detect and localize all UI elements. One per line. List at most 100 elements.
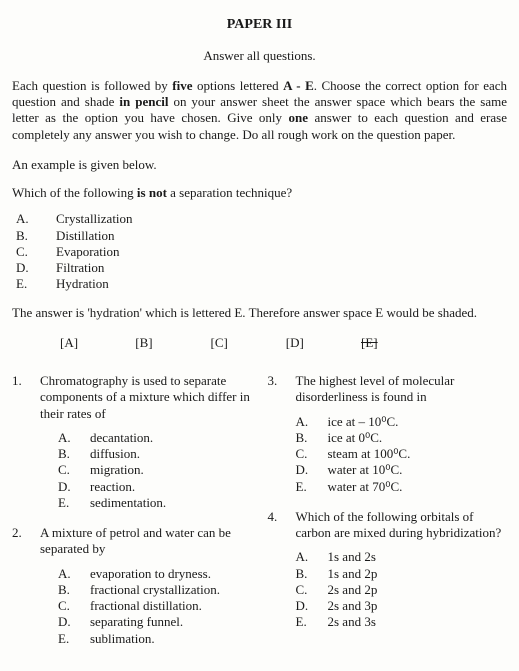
option-row: C.fractional distillation.: [58, 598, 226, 614]
questions-container: 1. Chromatography is used to separate co…: [12, 373, 507, 661]
option-row: D.reaction.: [58, 479, 172, 495]
option-text: fractional distillation.: [90, 598, 226, 614]
example-options: A.Crystallization B.Distillation C.Evapo…: [16, 211, 139, 292]
option-letter: C.: [296, 446, 328, 462]
option-letter: D.: [296, 598, 328, 614]
question-number: 3.: [268, 373, 296, 495]
question-3: 3. The highest level of molecular disord…: [268, 373, 508, 495]
question-stem: Which of the following orbitals of carbo…: [296, 509, 508, 542]
example-q-post: a separation technique?: [167, 185, 292, 200]
option-row: B.Distillation: [16, 228, 139, 244]
option-text: fractional crystallization.: [90, 582, 226, 598]
option-letter: C.: [296, 582, 328, 598]
option-text: steam at 100⁰C.: [328, 446, 417, 462]
question-stem: The highest level of molecular disorderl…: [296, 373, 508, 406]
option-row: E.Hydration: [16, 276, 139, 292]
option-row: B.diffusion.: [58, 446, 172, 462]
instr-bold: one: [289, 110, 309, 125]
option-letter: D.: [58, 614, 90, 630]
option-text: water at 70⁰C.: [328, 479, 417, 495]
question-number: 2.: [12, 525, 40, 647]
option-row: D.separating funnel.: [58, 614, 226, 630]
question-2: 2. A mixture of petrol and water can be …: [12, 525, 252, 647]
option-text: migration.: [90, 462, 172, 478]
bracket-c: [C]: [211, 335, 283, 351]
option-row: A.decantation.: [58, 430, 172, 446]
bracket-d: [D]: [286, 335, 358, 351]
answer-brackets: [A] [B] [C] [D] [E]: [60, 335, 507, 351]
option-text: 1s and 2p: [328, 566, 384, 582]
option-text: 2s and 3p: [328, 598, 384, 614]
instr-bold: A - E: [283, 78, 314, 93]
option-letter: D.: [296, 462, 328, 478]
question-options: A.evaporation to dryness. B.fractional c…: [58, 566, 226, 647]
option-row: B.ice at 0⁰C.: [296, 430, 417, 446]
option-text: diffusion.: [90, 446, 172, 462]
question-number: 1.: [12, 373, 40, 511]
paper-title: PAPER III: [12, 16, 507, 34]
option-letter: E.: [58, 631, 90, 647]
option-letter: C.: [58, 598, 90, 614]
option-row: C.2s and 2p: [296, 582, 384, 598]
instructions: Each question is followed by five option…: [12, 78, 507, 143]
option-text: Distillation: [56, 228, 139, 244]
option-text: 1s and 2s: [328, 549, 384, 565]
question-body: Which of the following orbitals of carbo…: [296, 509, 508, 631]
instr-bold: five: [172, 78, 192, 93]
option-text: 2s and 2p: [328, 582, 384, 598]
option-letter: D.: [16, 260, 56, 276]
option-row: E.sedimentation.: [58, 495, 172, 511]
option-row: E.sublimation.: [58, 631, 226, 647]
question-options: A.ice at – 10⁰C. B.ice at 0⁰C. C.steam a…: [296, 414, 417, 495]
question-body: A mixture of petrol and water can be sep…: [40, 525, 252, 647]
example-intro: An example is given below.: [12, 157, 507, 173]
option-row: D.Filtration: [16, 260, 139, 276]
option-text: sedimentation.: [90, 495, 172, 511]
bracket-a: [A]: [60, 335, 132, 351]
question-stem: Chromatography is used to separate compo…: [40, 373, 252, 422]
question-body: The highest level of molecular disorderl…: [296, 373, 508, 495]
option-letter: B.: [296, 430, 328, 446]
option-text: sublimation.: [90, 631, 226, 647]
option-row: C.steam at 100⁰C.: [296, 446, 417, 462]
option-letter: E.: [16, 276, 56, 292]
option-row: E.water at 70⁰C.: [296, 479, 417, 495]
option-row: B.fractional crystallization.: [58, 582, 226, 598]
option-letter: A.: [296, 549, 328, 565]
instr-text: Each question is followed by: [12, 78, 172, 93]
option-text: ice at – 10⁰C.: [328, 414, 417, 430]
option-text: Evaporation: [56, 244, 139, 260]
option-text: Crystallization: [56, 211, 139, 227]
question-stem: A mixture of petrol and water can be sep…: [40, 525, 252, 558]
option-letter: A.: [58, 566, 90, 582]
option-text: Filtration: [56, 260, 139, 276]
option-row: D.2s and 3p: [296, 598, 384, 614]
example-q-pre: Which of the following: [12, 185, 137, 200]
option-text: separating funnel.: [90, 614, 226, 630]
option-letter: B.: [296, 566, 328, 582]
example-q-bold: is not: [137, 185, 167, 200]
option-row: A.evaporation to dryness.: [58, 566, 226, 582]
option-text: reaction.: [90, 479, 172, 495]
option-text: Hydration: [56, 276, 139, 292]
option-letter: A.: [58, 430, 90, 446]
option-letter: A.: [16, 211, 56, 227]
question-body: Chromatography is used to separate compo…: [40, 373, 252, 511]
paper-subtitle: Answer all questions.: [12, 48, 507, 64]
option-letter: D.: [58, 479, 90, 495]
option-row: A.1s and 2s: [296, 549, 384, 565]
right-column: 3. The highest level of molecular disord…: [268, 373, 508, 661]
option-letter: E.: [58, 495, 90, 511]
option-row: B.1s and 2p: [296, 566, 384, 582]
example-question: Which of the following is not a separati…: [12, 185, 507, 201]
option-row: A.ice at – 10⁰C.: [296, 414, 417, 430]
option-letter: B.: [58, 446, 90, 462]
option-letter: C.: [58, 462, 90, 478]
option-letter: B.: [58, 582, 90, 598]
option-text: decantation.: [90, 430, 172, 446]
option-text: water at 10⁰C.: [328, 462, 417, 478]
question-1: 1. Chromatography is used to separate co…: [12, 373, 252, 511]
option-text: 2s and 3s: [328, 614, 384, 630]
option-text: evaporation to dryness.: [90, 566, 226, 582]
option-letter: A.: [296, 414, 328, 430]
